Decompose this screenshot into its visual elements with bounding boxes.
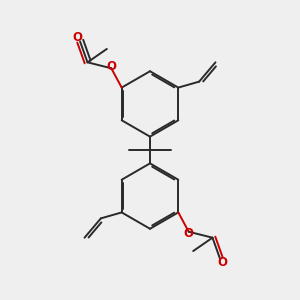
Text: O: O xyxy=(217,256,227,268)
Text: O: O xyxy=(106,60,116,73)
Text: O: O xyxy=(184,227,194,240)
Text: O: O xyxy=(73,32,83,44)
